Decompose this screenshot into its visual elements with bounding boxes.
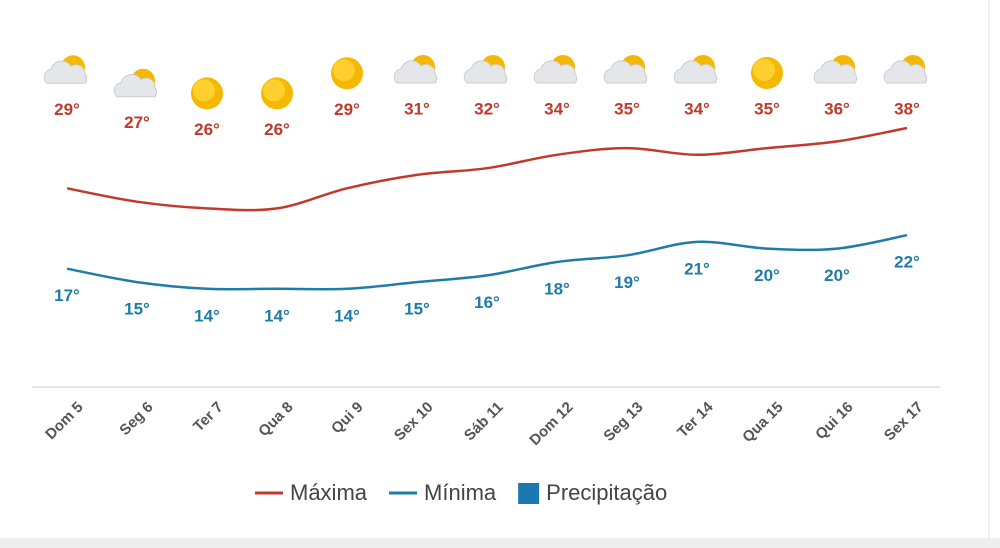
weather-icon (261, 77, 293, 110)
cloud (463, 60, 508, 84)
value-label: 14° (264, 306, 290, 325)
weather-icon (673, 55, 718, 84)
weather-icon (43, 55, 88, 84)
cloud (113, 74, 158, 98)
weather-icon (191, 77, 223, 110)
legend-label: Máxima (290, 480, 368, 505)
value-label: 29° (54, 100, 80, 119)
value-label: 20° (824, 266, 850, 285)
x-tick-label: Ter 14 (674, 398, 717, 441)
x-tick-label: Ter 7 (190, 399, 227, 436)
weather-icon (883, 55, 928, 84)
value-label: 27° (124, 113, 150, 132)
value-label: 29° (334, 100, 360, 119)
x-tick-label: Sex 17 (881, 399, 927, 445)
weather-icon (393, 55, 438, 84)
cloud (393, 60, 438, 84)
weather-icon (113, 68, 158, 98)
value-label: 34° (684, 99, 710, 118)
x-tick-label: Qua 8 (255, 399, 296, 440)
value-label: 14° (194, 306, 220, 325)
value-label: 36° (824, 99, 850, 118)
value-label: 38° (894, 99, 920, 118)
series-line (66, 126, 908, 212)
value-label: 35° (754, 99, 780, 118)
sun-glow (193, 79, 215, 102)
cloud (603, 60, 648, 84)
value-label: 20° (754, 266, 780, 285)
value-label: 32° (474, 99, 500, 118)
value-label: 15° (124, 300, 150, 319)
value-label: 17° (54, 286, 80, 305)
value-label: 21° (684, 259, 710, 278)
sun-glow (263, 79, 285, 102)
x-tick-label: Sáb 11 (461, 399, 507, 445)
weather-icon (813, 55, 858, 84)
value-label: 31° (404, 99, 430, 118)
x-tick-label: Sex 10 (391, 399, 437, 445)
sun-glow (333, 59, 355, 82)
value-label: 22° (894, 253, 920, 272)
bottom-strip (0, 538, 1000, 548)
weather-icon (331, 57, 363, 90)
value-label: 19° (614, 273, 640, 292)
cloud (673, 60, 718, 84)
weather-icon (751, 57, 783, 89)
weather-icon (533, 55, 578, 84)
value-label: 14° (334, 306, 360, 325)
value-label: 26° (264, 120, 290, 139)
value-label: 18° (544, 279, 570, 298)
legend-label: Mínima (424, 480, 497, 505)
x-tick-label: Qui 9 (328, 399, 367, 438)
cloud (533, 60, 578, 84)
x-tick-label: Seg 6 (116, 399, 156, 439)
x-tick-label: Seg 13 (600, 399, 646, 445)
cloud (43, 60, 88, 84)
weather-icon (603, 55, 648, 84)
legend-label: Precipitação (546, 480, 667, 505)
value-label: 16° (474, 293, 500, 312)
cloud (813, 60, 858, 84)
series-line (66, 233, 908, 291)
legend-swatch (518, 483, 540, 504)
value-label: 35° (614, 99, 640, 118)
weather-icon (463, 55, 508, 84)
x-tick-label: Qui 16 (812, 399, 856, 443)
sun-glow (753, 59, 775, 81)
x-tick-label: Dom 5 (42, 399, 86, 443)
x-tick-label: Dom 12 (526, 399, 576, 449)
x-tick-label: Qua 15 (739, 399, 786, 446)
cloud (883, 60, 928, 84)
value-label: 34° (544, 99, 570, 118)
value-label: 26° (194, 120, 220, 139)
value-label: 15° (404, 300, 430, 319)
